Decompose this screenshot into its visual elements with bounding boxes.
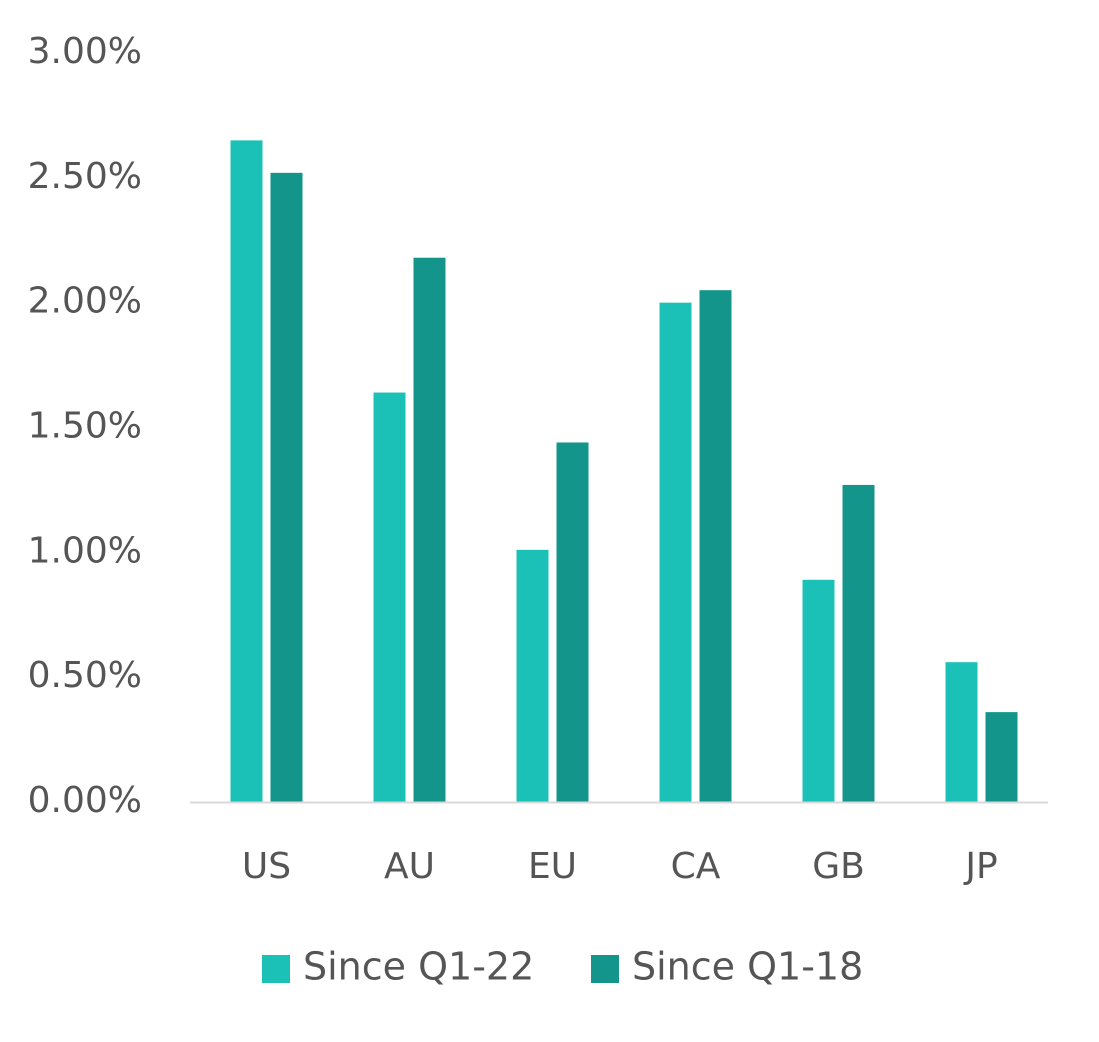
- x-tick-label: GB: [812, 846, 865, 887]
- x-tick-label: US: [242, 846, 291, 887]
- bar-gb-series-2: [842, 484, 875, 802]
- legend-item-series-2[interactable]: Since Q1-18: [591, 945, 863, 989]
- bar-us-series-2: [270, 172, 303, 803]
- bars-group: [230, 140, 1018, 803]
- legend-swatch: [262, 955, 290, 983]
- y-tick-label: 0.50%: [28, 655, 142, 696]
- legend[interactable]: Since Q1-22 Since Q1-18: [262, 945, 863, 989]
- x-tick-label: JP: [963, 846, 997, 887]
- x-tick-label: EU: [528, 846, 577, 887]
- x-tick-label: CA: [671, 846, 721, 887]
- bar-ca-series-1: [659, 302, 692, 802]
- y-tick-label: 1.50%: [28, 406, 142, 447]
- bar-eu-series-2: [556, 442, 589, 802]
- bar-gb-series-1: [802, 579, 835, 802]
- bar-jp-series-2: [985, 712, 1018, 802]
- legend-swatch: [591, 955, 619, 983]
- bar-jp-series-1: [945, 662, 978, 802]
- bar-au-series-1: [373, 392, 406, 802]
- legend-item-series-1[interactable]: Since Q1-22: [262, 945, 534, 989]
- y-tick-label: 2.50%: [28, 156, 142, 197]
- y-tick-label: 0.00%: [28, 780, 142, 821]
- y-tick-label: 1.00%: [28, 530, 142, 571]
- bar-ca-series-2: [699, 290, 732, 802]
- bar-eu-series-1: [516, 549, 549, 802]
- y-axis: 0.00% 0.50% 1.00% 1.50% 2.00% 2.50% 3.00%: [28, 31, 142, 821]
- legend-label: Since Q1-18: [632, 945, 863, 989]
- legend-label: Since Q1-22: [303, 945, 534, 989]
- bar-au-series-2: [413, 257, 446, 802]
- y-tick-label: 2.00%: [28, 281, 142, 322]
- y-tick-label: 3.00%: [28, 31, 142, 72]
- x-tick-label: AU: [384, 846, 435, 887]
- x-axis: US AU EU CA GB JP: [242, 846, 998, 887]
- bar-us-series-1: [230, 140, 263, 803]
